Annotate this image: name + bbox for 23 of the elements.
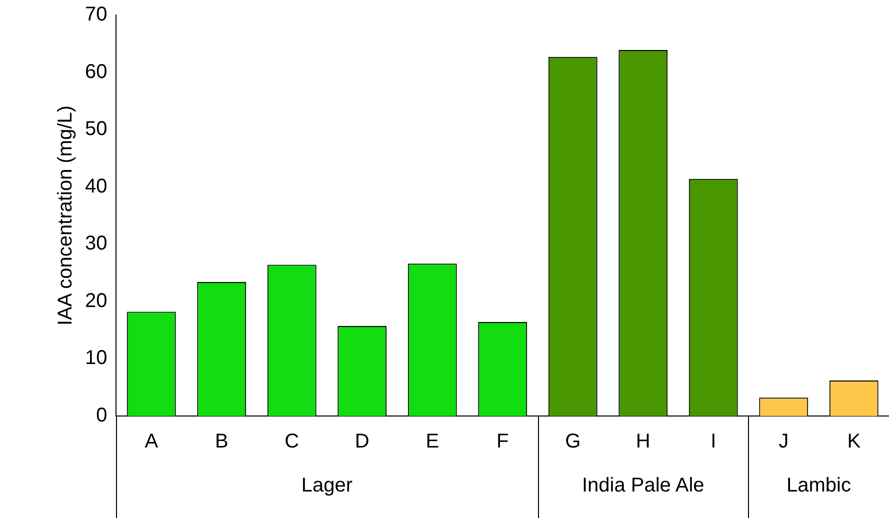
- x-tick-label: H: [636, 430, 650, 453]
- text: Lambic: [786, 474, 851, 497]
- y-tick-label: 10: [84, 347, 108, 370]
- y-tick-label: 70: [84, 4, 108, 26]
- y-tick-label: 20: [84, 290, 108, 312]
- x-tick-label: K: [847, 430, 862, 453]
- x-tick-label: A: [144, 430, 159, 453]
- x-tick-label: E: [426, 430, 440, 453]
- y-tick-label: 30: [84, 232, 108, 255]
- x-tick-label: F: [496, 430, 509, 453]
- y-axis-title: IAA concentration (mg/L): [54, 105, 77, 326]
- y-tick-label: 40: [84, 175, 108, 198]
- y-tick-label: 60: [84, 60, 108, 83]
- text: India Pale Ale: [582, 474, 704, 497]
- y-tick-label: 50: [84, 118, 108, 140]
- x-tick-label: J: [778, 430, 789, 453]
- x-tick-label: B: [214, 430, 228, 453]
- y-tick-label: 0: [96, 404, 108, 427]
- x-tick-label: C: [284, 430, 300, 453]
- x-tick-label: I: [710, 430, 716, 453]
- text: Lager: [301, 474, 353, 497]
- x-tick-label: D: [354, 430, 370, 453]
- x-tick-label: G: [565, 430, 581, 453]
